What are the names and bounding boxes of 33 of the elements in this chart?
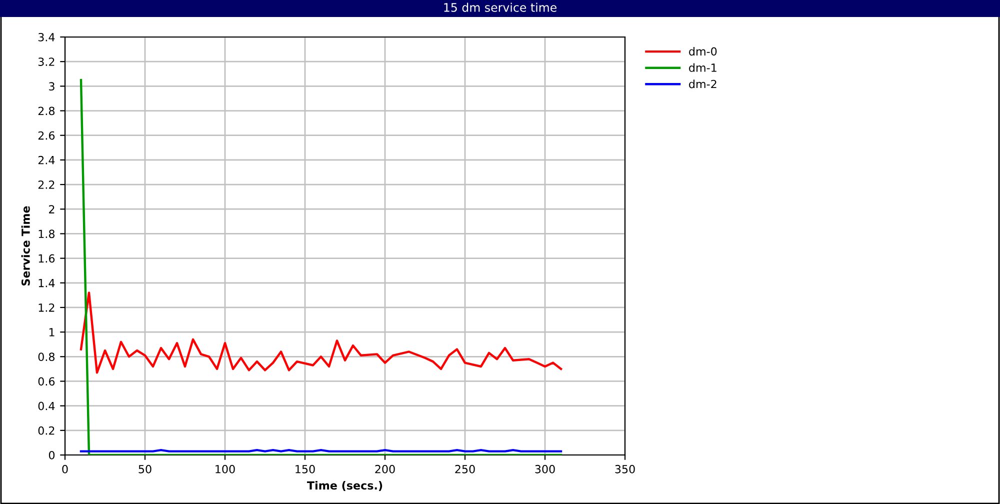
x-tick-label: 350 [615, 464, 635, 474]
legend-label: dm-1 [689, 63, 716, 72]
legend-label: dm-2 [689, 80, 716, 88]
y-tick-label: 0.8 [38, 352, 55, 362]
y-tick-label: 0.4 [38, 402, 55, 410]
x-tick-label: 250 [455, 464, 475, 474]
x-tick-label: 0 [62, 464, 68, 474]
x-tick-label: 50 [138, 464, 152, 474]
y-tick-label: 1.8 [38, 230, 55, 238]
y-tick-label: 1.4 [38, 279, 55, 288]
legend-label: dm-0 [689, 47, 717, 56]
y-axis-title: Service Time [21, 206, 30, 286]
y-tick-label: 0 [48, 450, 55, 460]
y-tick-label: 3 [49, 82, 54, 91]
y-tick-label: 1 [49, 328, 54, 336]
y-tick-label: 2.6 [38, 131, 55, 140]
y-tick-label: 3.4 [38, 32, 55, 42]
x-tick-label: 200 [375, 464, 395, 474]
y-tick-label: 1.2 [38, 303, 54, 312]
y-tick-label: 2 [49, 205, 54, 214]
y-tick-label: 3.2 [38, 58, 54, 66]
x-tick-label: 300 [535, 464, 555, 474]
y-tick-label: 2.8 [38, 106, 55, 116]
y-tick-label: 1.6 [38, 254, 55, 263]
y-tick-label: 2.2 [38, 180, 54, 189]
x-tick-label: 100 [216, 464, 235, 474]
x-tick-label: 150 [296, 464, 315, 474]
x-axis-title: Time (secs.) [307, 481, 382, 491]
chart-title: 15 dm service time [444, 2, 556, 12]
y-tick-label: 0.2 [38, 426, 54, 435]
line-series [80, 292, 562, 374]
y-tick-label: 2.4 [38, 156, 55, 164]
y-tick-label: 0.6 [38, 377, 55, 386]
